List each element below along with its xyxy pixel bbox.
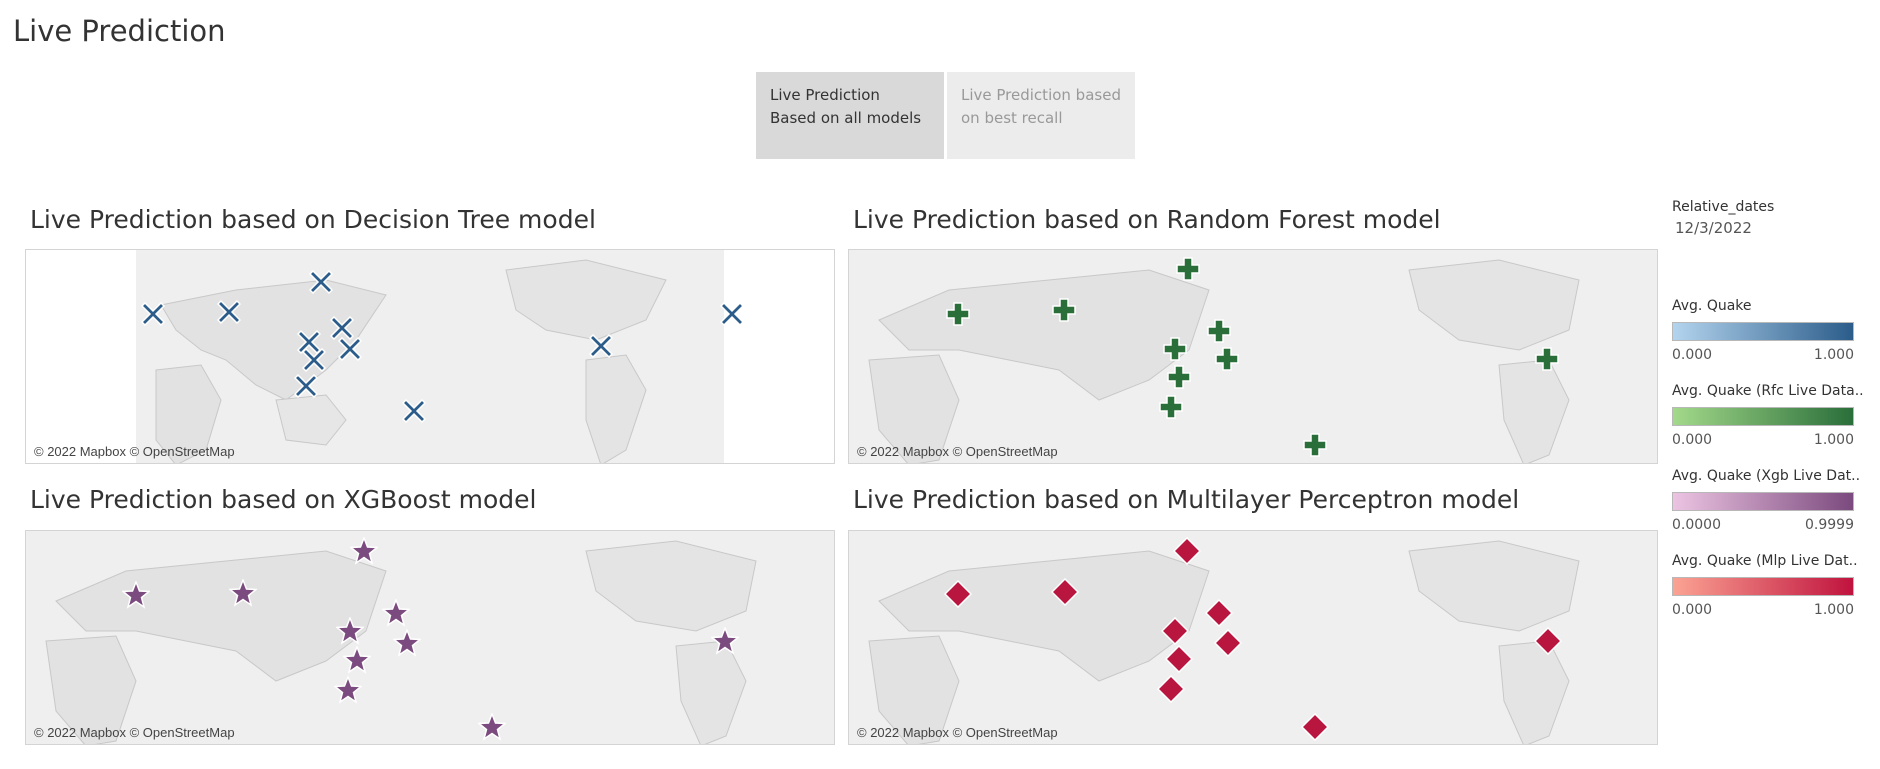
xgboost-map[interactable]: © 2022 Mapbox © OpenStreetMap bbox=[25, 530, 835, 745]
decision-tree-map[interactable]: © 2022 Mapbox © OpenStreetMap bbox=[25, 249, 835, 464]
star-icon[interactable] bbox=[393, 629, 421, 657]
diamond-icon[interactable] bbox=[1534, 627, 1562, 655]
plus-icon[interactable] bbox=[1303, 433, 1327, 457]
plus-icon[interactable] bbox=[1159, 395, 1183, 419]
date-filter-value[interactable]: 12/3/2022 bbox=[1675, 219, 1752, 237]
mlp-map[interactable]: © 2022 Mapbox © OpenStreetMap bbox=[848, 530, 1658, 745]
plus-icon[interactable] bbox=[1163, 337, 1187, 361]
diamond-icon[interactable] bbox=[1051, 578, 1079, 606]
legend-decision-tree: Avg. Quake 0.000 1.000 bbox=[1672, 298, 1854, 363]
star-icon[interactable] bbox=[350, 537, 378, 565]
cross-icon[interactable] bbox=[141, 302, 165, 326]
legend-min: 0.0000 bbox=[1672, 517, 1721, 533]
color-ramp bbox=[1672, 577, 1854, 596]
date-filter[interactable]: Relative_dates 12/3/2022 bbox=[1672, 199, 1774, 237]
diamond-icon[interactable] bbox=[1161, 617, 1189, 645]
cross-icon[interactable] bbox=[302, 348, 326, 372]
cross-icon[interactable] bbox=[402, 399, 426, 423]
world-basemap bbox=[136, 250, 724, 463]
star-icon[interactable] bbox=[478, 713, 506, 741]
plus-icon[interactable] bbox=[1535, 347, 1559, 371]
random-forest-map[interactable]: © 2022 Mapbox © OpenStreetMap bbox=[848, 249, 1658, 464]
cross-icon[interactable] bbox=[294, 374, 318, 398]
plus-icon[interactable] bbox=[1052, 298, 1076, 322]
diamond-icon[interactable] bbox=[1157, 675, 1185, 703]
plus-icon[interactable] bbox=[1167, 365, 1191, 389]
plus-icon[interactable] bbox=[946, 302, 970, 326]
star-icon[interactable] bbox=[343, 646, 371, 674]
plus-icon[interactable] bbox=[1207, 319, 1231, 343]
cross-icon[interactable] bbox=[330, 316, 354, 340]
world-basemap bbox=[26, 531, 834, 744]
map-attribution: © 2022 Mapbox © OpenStreetMap bbox=[857, 725, 1058, 740]
legend-title: Avg. Quake (Rfc Live Data.. bbox=[1672, 383, 1864, 399]
legend-min: 0.000 bbox=[1672, 432, 1713, 448]
legend-random-forest: Avg. Quake (Rfc Live Data.. 0.000 1.000 bbox=[1672, 383, 1864, 448]
legend-max: 0.9999 bbox=[1805, 517, 1854, 533]
legend-xgboost: Avg. Quake (Xgb Live Dat.. 0.0000 0.9999 bbox=[1672, 468, 1860, 533]
star-icon[interactable] bbox=[336, 617, 364, 645]
cross-icon[interactable] bbox=[338, 337, 362, 361]
diamond-icon[interactable] bbox=[1173, 537, 1201, 565]
cross-icon[interactable] bbox=[217, 300, 241, 324]
legend-max: 1.000 bbox=[1813, 347, 1854, 363]
diamond-icon[interactable] bbox=[944, 580, 972, 608]
legend-min: 0.000 bbox=[1672, 602, 1713, 618]
plus-icon[interactable] bbox=[1215, 347, 1239, 371]
star-icon[interactable] bbox=[229, 579, 257, 607]
legend-max: 1.000 bbox=[1813, 432, 1854, 448]
diamond-icon[interactable] bbox=[1205, 599, 1233, 627]
cross-icon[interactable] bbox=[309, 270, 333, 294]
legend-title: Avg. Quake bbox=[1672, 298, 1752, 314]
star-icon[interactable] bbox=[122, 581, 150, 609]
map-attribution: © 2022 Mapbox © OpenStreetMap bbox=[34, 725, 235, 740]
legend-min: 0.000 bbox=[1672, 347, 1713, 363]
world-basemap bbox=[849, 250, 1657, 463]
decision-tree-title: Live Prediction based on Decision Tree m… bbox=[30, 205, 596, 234]
map-attribution: © 2022 Mapbox © OpenStreetMap bbox=[34, 444, 235, 459]
tab-all-models[interactable]: Live Prediction Based on all models bbox=[756, 72, 944, 159]
color-ramp bbox=[1672, 407, 1854, 426]
star-icon[interactable] bbox=[711, 627, 739, 655]
diamond-icon[interactable] bbox=[1301, 713, 1329, 741]
plus-icon[interactable] bbox=[1176, 257, 1200, 281]
view-tabs: Live Prediction Based on all models Live… bbox=[756, 72, 1135, 159]
diamond-icon[interactable] bbox=[1214, 629, 1242, 657]
star-icon[interactable] bbox=[382, 599, 410, 627]
legend-title: Avg. Quake (Mlp Live Dat.. bbox=[1672, 553, 1858, 569]
diamond-icon[interactable] bbox=[1165, 645, 1193, 673]
color-ramp bbox=[1672, 492, 1854, 511]
map-attribution: © 2022 Mapbox © OpenStreetMap bbox=[857, 444, 1058, 459]
star-icon[interactable] bbox=[334, 676, 362, 704]
date-filter-label: Relative_dates bbox=[1672, 199, 1775, 215]
legend-max: 1.000 bbox=[1813, 602, 1854, 618]
legend-title: Avg. Quake (Xgb Live Dat.. bbox=[1672, 468, 1861, 484]
world-basemap bbox=[849, 531, 1657, 744]
xgboost-title: Live Prediction based on XGBoost model bbox=[30, 485, 537, 514]
cross-icon[interactable] bbox=[720, 302, 744, 326]
cross-icon[interactable] bbox=[589, 334, 613, 358]
page-title: Live Prediction bbox=[13, 14, 226, 48]
legend-mlp: Avg. Quake (Mlp Live Dat.. 0.000 1.000 bbox=[1672, 553, 1858, 618]
random-forest-title: Live Prediction based on Random Forest m… bbox=[853, 205, 1441, 234]
mlp-title: Live Prediction based on Multilayer Perc… bbox=[853, 485, 1520, 514]
tab-best-recall[interactable]: Live Prediction based on best recall bbox=[947, 72, 1135, 159]
color-ramp bbox=[1672, 322, 1854, 341]
